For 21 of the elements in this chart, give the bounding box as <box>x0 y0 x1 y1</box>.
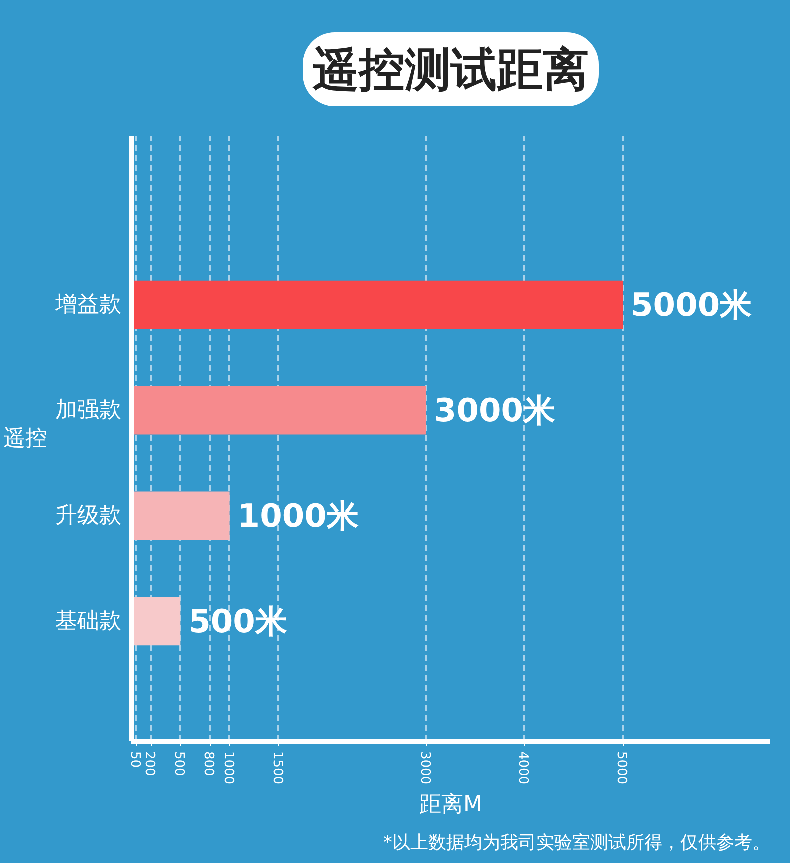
y-tick-label: 加强款 <box>56 398 122 424</box>
data-label: 500米 <box>188 602 288 640</box>
x-tick-label: 1500 <box>270 752 285 785</box>
x-tick-label: 5000 <box>614 752 630 785</box>
text: *以上数据均为我司实验室测试所得，仅供参考。 <box>384 832 770 854</box>
x-tick-label: 1000 <box>220 752 236 785</box>
data-label: 1000米 <box>238 496 359 535</box>
y-tick-label: 增益款 <box>54 292 122 318</box>
x-tick-label: 500 <box>172 752 187 776</box>
y-tick-label: 升级款 <box>56 503 122 528</box>
y-tick-label: 基础款 <box>56 608 122 634</box>
x-tick-label: 4000 <box>516 752 531 785</box>
x-tick-label: 50 <box>127 752 142 768</box>
chart-title: 遥控测试距离 <box>312 42 589 96</box>
x-axis-title: 距离M <box>420 792 482 818</box>
y-axis-title: 遥控 <box>4 426 48 452</box>
data-label: 3000米 <box>434 392 556 430</box>
data-label: 5000米 <box>631 286 752 324</box>
x-tick-label: 200 <box>142 752 158 776</box>
x-tick-label: 800 <box>201 752 216 776</box>
x-tick-label: 3000 <box>417 752 432 785</box>
